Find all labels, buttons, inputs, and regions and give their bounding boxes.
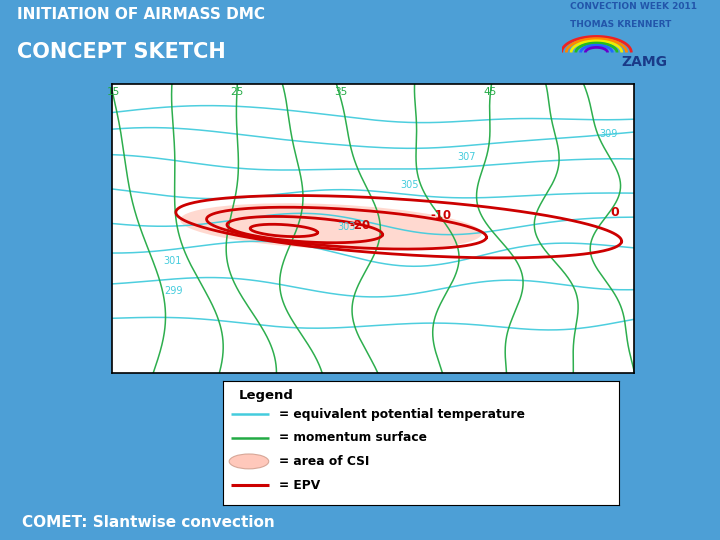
Text: 0: 0 <box>610 206 619 219</box>
Ellipse shape <box>229 454 269 469</box>
Text: 45: 45 <box>483 87 497 97</box>
Text: -10: -10 <box>430 208 451 221</box>
Text: = area of CSI: = area of CSI <box>279 455 369 468</box>
Text: 25: 25 <box>230 87 243 97</box>
Text: 301: 301 <box>164 256 182 266</box>
Text: = equivalent potential temperature: = equivalent potential temperature <box>279 408 525 421</box>
Text: 303: 303 <box>337 222 356 232</box>
Text: ZAMG: ZAMG <box>622 55 667 69</box>
Text: Legend: Legend <box>239 389 294 402</box>
Text: 309: 309 <box>600 129 618 139</box>
Text: INITIATION OF AIRMASS DMC: INITIATION OF AIRMASS DMC <box>17 7 265 22</box>
Text: = EPV: = EPV <box>279 478 320 491</box>
Text: CONCEPT SKETCH: CONCEPT SKETCH <box>17 42 225 62</box>
Text: THOMAS KRENNERT: THOMAS KRENNERT <box>570 21 671 29</box>
Text: 305: 305 <box>400 180 418 191</box>
Text: 307: 307 <box>457 152 476 163</box>
Text: 299: 299 <box>164 286 182 295</box>
Text: -20: -20 <box>349 219 370 232</box>
Text: = momentum surface: = momentum surface <box>279 431 427 444</box>
Text: COMET: Slantwise convection: COMET: Slantwise convection <box>22 515 274 530</box>
Text: 35: 35 <box>334 87 347 97</box>
Text: 15: 15 <box>107 87 120 97</box>
Text: CONVECTION WEEK 2011: CONVECTION WEEK 2011 <box>570 2 696 11</box>
Ellipse shape <box>180 203 482 250</box>
